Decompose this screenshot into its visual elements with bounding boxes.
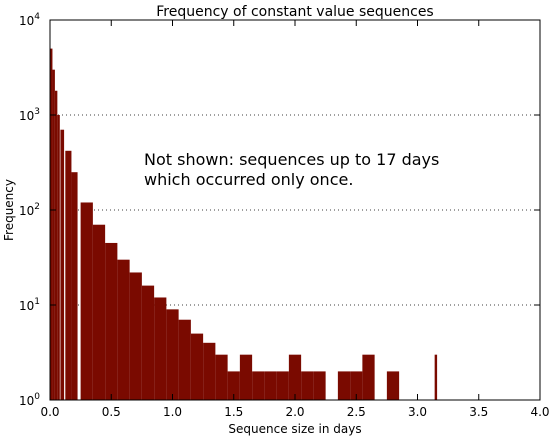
histogram-bar [129, 272, 142, 400]
x-tick-label: 3.0 [408, 405, 427, 419]
histogram-bar [288, 354, 302, 400]
histogram-bar [434, 354, 438, 400]
histogram-bar [60, 129, 65, 400]
histogram-bar [239, 354, 253, 400]
histogram-bar [350, 371, 363, 400]
chart-title: Frequency of constant value sequences [156, 4, 433, 20]
x-tick-label: 1.0 [163, 405, 182, 419]
histogram-bar [301, 371, 314, 400]
x-tick-label: 3.5 [469, 405, 488, 419]
x-tick-label: 0.0 [40, 405, 59, 419]
x-axis-title: Sequence size in days [228, 422, 361, 436]
y-tick-label: 100 [19, 392, 40, 408]
histogram-bar [264, 371, 277, 400]
x-tick-label: 2.0 [285, 405, 304, 419]
histogram-bar [117, 259, 130, 400]
histogram-bar [337, 371, 351, 400]
histogram-bar [252, 371, 265, 400]
y-tick-label: 101 [19, 297, 40, 313]
annotation-note: Not shown: sequences up to 17 dayswhich … [144, 150, 439, 189]
histogram-bar [227, 371, 240, 400]
histogram-bar [141, 285, 155, 400]
histogram-bar [178, 319, 191, 400]
histogram-bar [65, 150, 72, 400]
histogram-bar [215, 354, 228, 400]
histogram-bar [386, 371, 400, 400]
histogram-bar [105, 242, 118, 400]
x-tick-label: 4.0 [530, 405, 549, 419]
histogram-bar [57, 115, 60, 400]
histogram-bar [190, 333, 204, 400]
histogram-bars [50, 48, 438, 401]
x-tick-label: 2.5 [347, 405, 366, 419]
annotation-line: Not shown: sequences up to 17 days [144, 150, 439, 169]
histogram-bar [71, 172, 78, 400]
histogram-bar [362, 354, 375, 400]
histogram-bar [50, 48, 53, 401]
y-tick-label: 104 [19, 12, 40, 28]
histogram-bar [92, 224, 106, 400]
histogram-bar [313, 371, 326, 400]
histogram-bar [154, 297, 167, 400]
y-axis-title: Frequency [2, 179, 16, 241]
histogram-bar [54, 90, 58, 400]
y-tick-label: 103 [19, 107, 40, 123]
axis-ticks: 0.0 0.5 1.0 1.5 2.0 2.5 3.0 3.5 4.0 100 101 102 103 1… [19, 12, 550, 419]
x-tick-label: 1.5 [224, 405, 243, 419]
histogram-bar [80, 202, 93, 400]
histogram-bar [166, 309, 179, 400]
annotation-line: which occurred only once. [144, 170, 353, 189]
grid-lines [50, 114, 540, 306]
y-tick-label: 102 [19, 202, 40, 218]
histogram-bar [52, 69, 55, 401]
histogram-bar [203, 342, 216, 400]
histogram-bar [276, 371, 289, 400]
x-tick-label: 0.5 [102, 405, 121, 419]
